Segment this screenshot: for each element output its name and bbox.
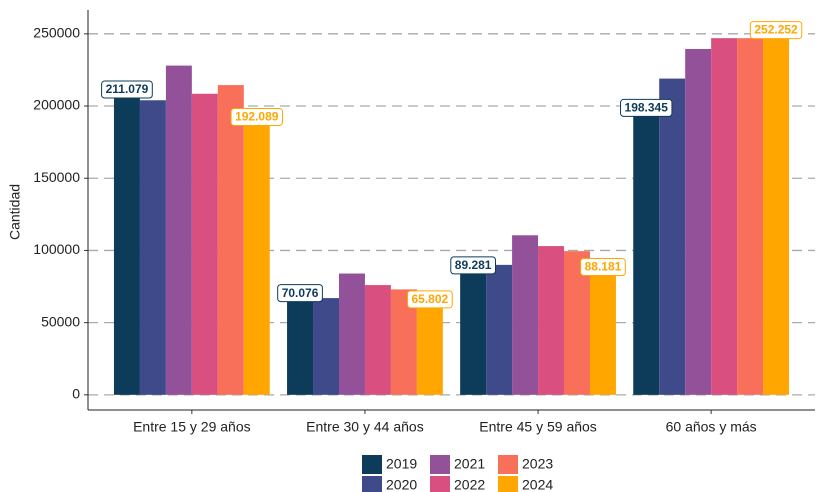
- legend-label: 2024: [522, 477, 553, 492]
- x-tick-label: Entre 30 y 44 años: [306, 419, 424, 435]
- bar: [338, 273, 365, 395]
- legend-key: [498, 476, 518, 492]
- legend-key: [498, 455, 518, 474]
- bar: [538, 246, 565, 395]
- y-axis-title: Cantidad: [7, 184, 23, 240]
- legend-key: [430, 476, 450, 492]
- legend-label: 2019: [386, 456, 417, 472]
- bar: [165, 65, 192, 395]
- x-tick-label: Entre 15 y 29 años: [133, 419, 251, 435]
- value-label: 192.089: [235, 110, 279, 124]
- legend-label: 2022: [454, 477, 485, 492]
- bar: [287, 293, 314, 395]
- bar: [364, 285, 391, 395]
- legend-key: [362, 476, 382, 492]
- legend-label: 2020: [386, 477, 417, 492]
- value-label-box: [450, 256, 496, 275]
- bar: [313, 298, 339, 395]
- value-label-box: [101, 80, 153, 99]
- value-label: 198.345: [625, 101, 669, 115]
- value-label: 65.802: [412, 292, 449, 306]
- x-tick-label: 60 años y más: [666, 419, 757, 435]
- bar: [113, 90, 140, 395]
- value-label: 252.252: [754, 23, 798, 37]
- bar: [217, 85, 244, 395]
- value-label: 89.281: [455, 258, 492, 272]
- value-label-box: [277, 284, 323, 303]
- bar: [711, 38, 738, 395]
- value-label-box: [749, 21, 803, 40]
- y-tick-label: 0: [72, 386, 80, 402]
- bar: [243, 117, 270, 395]
- y-tick-label: 50000: [41, 313, 80, 329]
- bar: [486, 264, 513, 395]
- y-tick-label: 200000: [33, 97, 80, 113]
- bar: [191, 93, 218, 395]
- bar: [633, 108, 660, 395]
- y-tick-label: 250000: [33, 25, 80, 41]
- bar: [139, 100, 166, 395]
- value-label-box: [620, 98, 673, 117]
- bar: [460, 265, 487, 395]
- value-label-box: [230, 107, 283, 126]
- value-label: 70.076: [282, 286, 319, 300]
- x-tick-label: Entre 45 y 59 años: [479, 419, 597, 435]
- bar: [512, 235, 539, 395]
- value-label: 211.079: [106, 82, 149, 96]
- bar: [589, 267, 616, 395]
- bar: [659, 78, 686, 395]
- legend-label: 2021: [454, 456, 485, 472]
- legend-key: [362, 455, 382, 474]
- value-label-box: [407, 290, 453, 309]
- legend-key: [430, 455, 450, 474]
- bar: [685, 48, 712, 395]
- value-label-box: [580, 258, 626, 277]
- y-tick-label: 100000: [33, 241, 80, 257]
- legend-label: 2023: [522, 456, 553, 472]
- bar: [416, 299, 443, 395]
- bar: [763, 30, 790, 395]
- value-label: 88.181: [585, 260, 622, 274]
- y-tick-label: 150000: [33, 169, 80, 185]
- bar: [737, 38, 764, 395]
